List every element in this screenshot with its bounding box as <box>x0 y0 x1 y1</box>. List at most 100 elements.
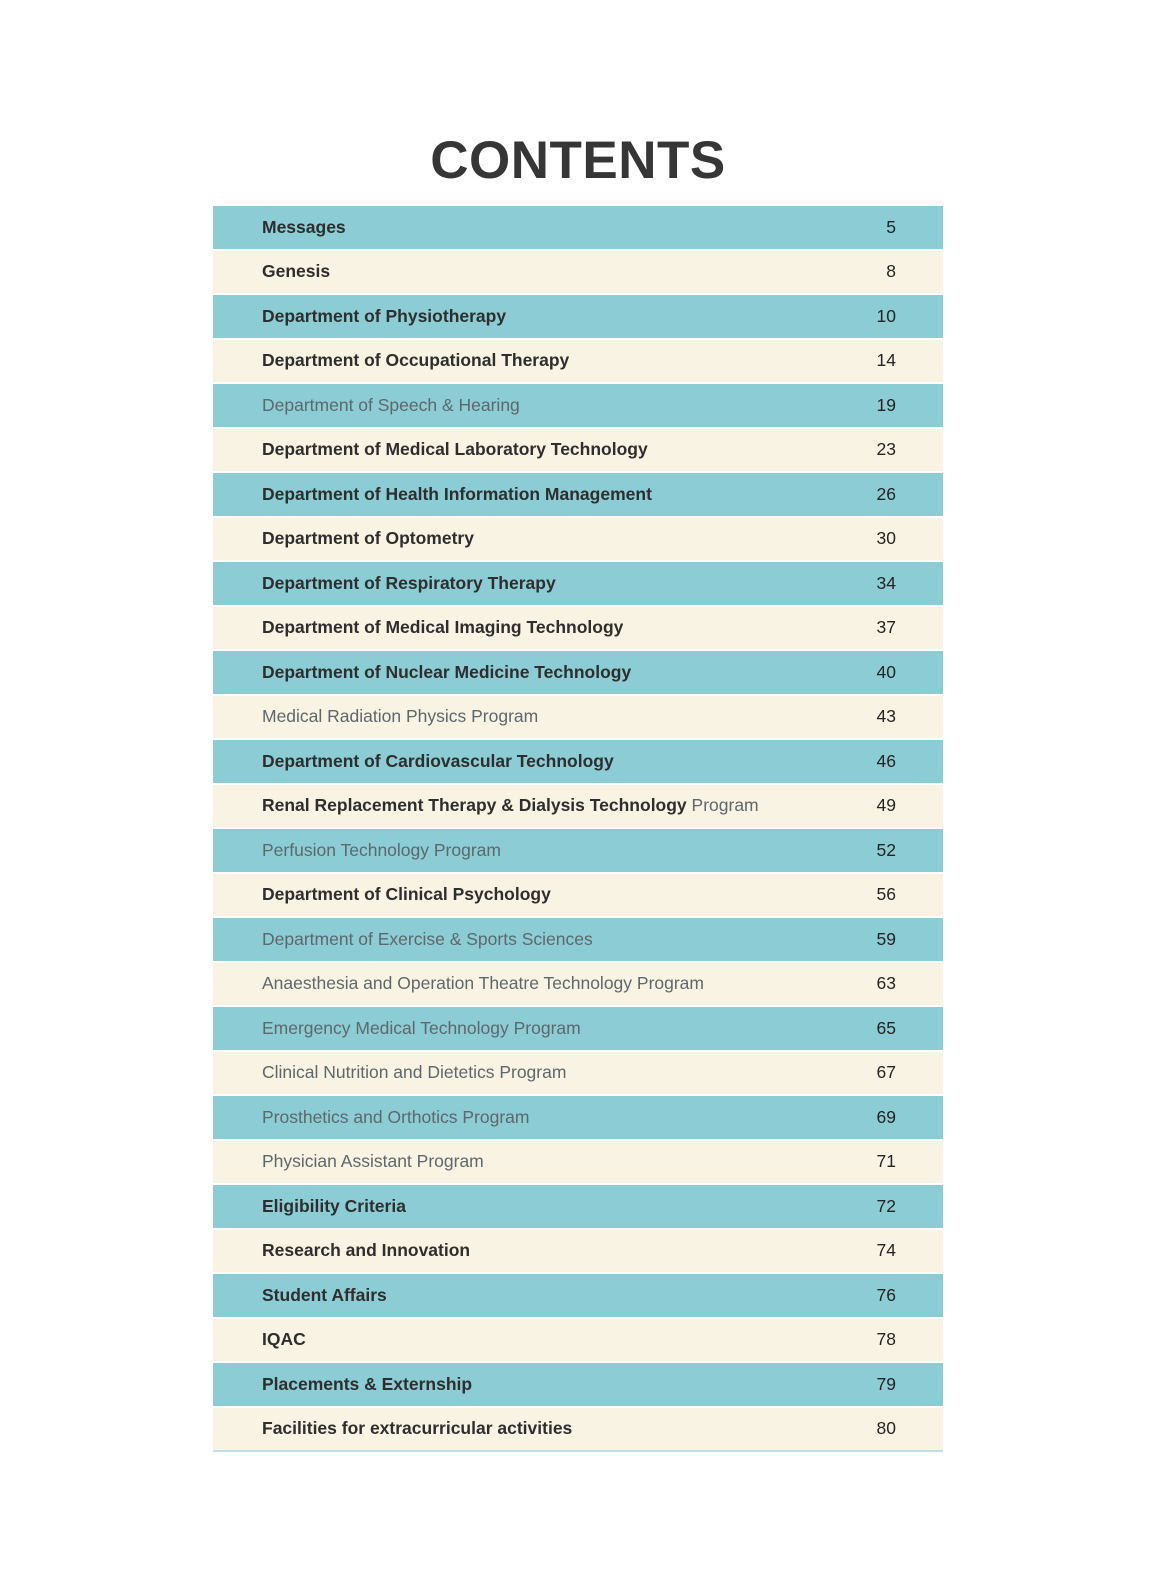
toc-entry-title: Department of Occupational Therapy <box>262 350 569 371</box>
toc-entry-title-main: Perfusion Technology Program <box>262 839 501 860</box>
toc-entry-title-main: Student Affairs <box>262 1284 387 1305</box>
toc-row: Emergency Medical Technology Program 65 <box>213 1007 943 1052</box>
toc-entry-title-main: Facilities for extracurricular activitie… <box>262 1418 573 1439</box>
toc-entry-title-suffix: Program <box>686 795 759 816</box>
toc-entry-page-number: 10 <box>876 305 896 326</box>
toc-entry-title: Emergency Medical Technology Program <box>262 1018 581 1039</box>
toc-row: Prosthetics and Orthotics Program 69 <box>213 1096 943 1141</box>
toc-entry-title: Department of Exercise & Sports Sciences <box>262 929 593 950</box>
toc-entry-title-main: Department of Cardiovascular Technology <box>262 750 614 771</box>
toc-entry-page-number: 52 <box>876 839 896 860</box>
toc-row: Student Affairs 76 <box>213 1274 943 1319</box>
toc-entry-page-number: 43 <box>876 706 896 727</box>
toc-entry-title-main: Department of Exercise & Sports Sciences <box>262 928 593 949</box>
page-title: CONTENTS <box>430 131 726 190</box>
toc-row: Renal Replacement Therapy & Dialysis Tec… <box>213 784 943 829</box>
toc-entry-title: IQAC <box>262 1329 306 1350</box>
toc-entry-title-main: Eligibility Criteria <box>262 1195 406 1216</box>
toc-entry-title: Department of Health Information Managem… <box>262 484 652 505</box>
toc-row: Perfusion Technology Program 52 <box>213 829 943 874</box>
toc-row: Department of Optometry 30 <box>213 517 943 562</box>
toc-row: Department of Nuclear Medicine Technolog… <box>213 651 943 696</box>
toc-entry-title: Department of Respiratory Therapy <box>262 573 556 594</box>
toc-row: Department of Physiotherapy 10 <box>213 295 943 340</box>
toc-entry-title-main: Department of Physiotherapy <box>262 305 507 326</box>
toc-entry-title: Prosthetics and Orthotics Program <box>262 1107 529 1128</box>
toc-entry-title: Anaesthesia and Operation Theatre Techno… <box>262 973 704 994</box>
toc-row: Anaesthesia and Operation Theatre Techno… <box>213 962 943 1007</box>
toc-entry-title-main: Emergency Medical Technology Program <box>262 1017 581 1038</box>
toc-entry-title-main: Anaesthesia and Operation Theatre Techno… <box>262 973 704 994</box>
toc-row: Department of Medical Laboratory Technol… <box>213 428 943 473</box>
toc-entry-title-main: Department of Medical Laboratory Technol… <box>262 439 648 460</box>
toc-row: Department of Medical Imaging Technology… <box>213 606 943 651</box>
toc-entry-title-main: IQAC <box>262 1329 306 1350</box>
toc-entry-title: Physician Assistant Program <box>262 1151 484 1172</box>
toc-entry-title: Department of Cardiovascular Technology <box>262 751 614 772</box>
toc-entry-page-number: 46 <box>876 750 896 771</box>
toc-entry-title: Department of Optometry <box>262 528 474 549</box>
toc-entry-title: Facilities for extracurricular activitie… <box>262 1418 572 1439</box>
toc-entry-title: Renal Replacement Therapy & Dialysis Tec… <box>262 795 759 816</box>
toc-entry-title: Research and Innovation <box>262 1240 470 1261</box>
toc-entry-title: Department of Physiotherapy <box>262 306 506 327</box>
toc-entry-page-number: 14 <box>876 350 896 371</box>
toc-entry-title-main: Clinical Nutrition and Dietetics Program <box>262 1062 567 1083</box>
toc-entry-title-main: Renal Replacement Therapy & Dialysis Tec… <box>262 795 687 816</box>
toc-row: Medical Radiation Physics Program 43 <box>213 695 943 740</box>
toc-entry-page-number: 8 <box>886 261 896 282</box>
toc-entry-page-number: 79 <box>876 1373 896 1394</box>
toc-entry-page-number: 69 <box>876 1106 896 1127</box>
toc-entry-title-main: Department of Occupational Therapy <box>262 350 570 371</box>
toc-row: Placements & Externship 79 <box>213 1363 943 1408</box>
toc-entry-page-number: 76 <box>876 1284 896 1305</box>
toc-entry-title-main: Department of Clinical Psychology <box>262 884 551 905</box>
toc-entry-page-number: 23 <box>876 439 896 460</box>
toc-entry-title-main: Physician Assistant Program <box>262 1151 484 1172</box>
toc-entry-title-main: Genesis <box>262 261 331 282</box>
toc-entry-title: Placements & Externship <box>262 1374 472 1395</box>
toc-entry-page-number: 49 <box>876 795 896 816</box>
toc-entry-page-number: 37 <box>876 617 896 638</box>
toc-entry-title-main: Department of Respiratory Therapy <box>262 572 556 593</box>
toc-entry-title-main: Department of Nuclear Medicine Technolog… <box>262 661 632 682</box>
toc-row: Eligibility Criteria 72 <box>213 1185 943 1230</box>
toc-entry-title: Department of Medical Laboratory Technol… <box>262 439 648 460</box>
toc-row: Facilities for extracurricular activitie… <box>213 1407 943 1452</box>
toc-entry-title-main: Medical Radiation Physics Program <box>262 706 539 727</box>
toc-entry-page-number: 5 <box>886 216 896 237</box>
toc-row: Research and Innovation 74 <box>213 1229 943 1274</box>
toc-entry-title: Messages <box>262 217 346 238</box>
toc-entry-page-number: 34 <box>876 572 896 593</box>
toc-row: Department of Respiratory Therapy 34 <box>213 562 943 607</box>
toc-entry-title-main: Department of Speech & Hearing <box>262 394 520 415</box>
toc-row: Department of Health Information Managem… <box>213 473 943 518</box>
toc-row: Department of Occupational Therapy 14 <box>213 339 943 384</box>
toc-entry-page-number: 65 <box>876 1017 896 1038</box>
toc-entry-title: Student Affairs <box>262 1285 387 1306</box>
toc-entry-page-number: 63 <box>876 973 896 994</box>
toc-entry-title-main: Messages <box>262 216 346 237</box>
toc-entry-page-number: 59 <box>876 928 896 949</box>
toc-entry-page-number: 80 <box>876 1418 896 1439</box>
toc-entry-title: Department of Medical Imaging Technology <box>262 617 623 638</box>
toc-entry-page-number: 71 <box>876 1151 896 1172</box>
toc-entry-title: Perfusion Technology Program <box>262 840 501 861</box>
toc-entry-title-main: Placements & Externship <box>262 1373 473 1394</box>
toc-row: Messages 5 <box>213 206 943 251</box>
toc-row: Physician Assistant Program 71 <box>213 1140 943 1185</box>
toc-entry-title-main: Department of Medical Imaging Technology <box>262 617 624 638</box>
toc-entry-page-number: 72 <box>876 1195 896 1216</box>
toc-entry-title-main: Research and Innovation <box>262 1240 471 1261</box>
toc-entry-title: Medical Radiation Physics Program <box>262 706 538 727</box>
toc-entry-title: Department of Speech & Hearing <box>262 395 520 416</box>
toc-entry-title: Department of Nuclear Medicine Technolog… <box>262 662 631 683</box>
toc-entry-title-main: Department of Health Information Managem… <box>262 483 652 504</box>
toc-entry-page-number: 26 <box>876 483 896 504</box>
toc-entry-page-number: 67 <box>876 1062 896 1083</box>
toc-table: Messages 5 Genesis 8 Department of Physi… <box>213 206 943 1452</box>
toc-entry-title-main: Prosthetics and Orthotics Program <box>262 1106 530 1127</box>
toc-entry-title: Eligibility Criteria <box>262 1196 406 1217</box>
toc-row: Department of Clinical Psychology 56 <box>213 873 943 918</box>
